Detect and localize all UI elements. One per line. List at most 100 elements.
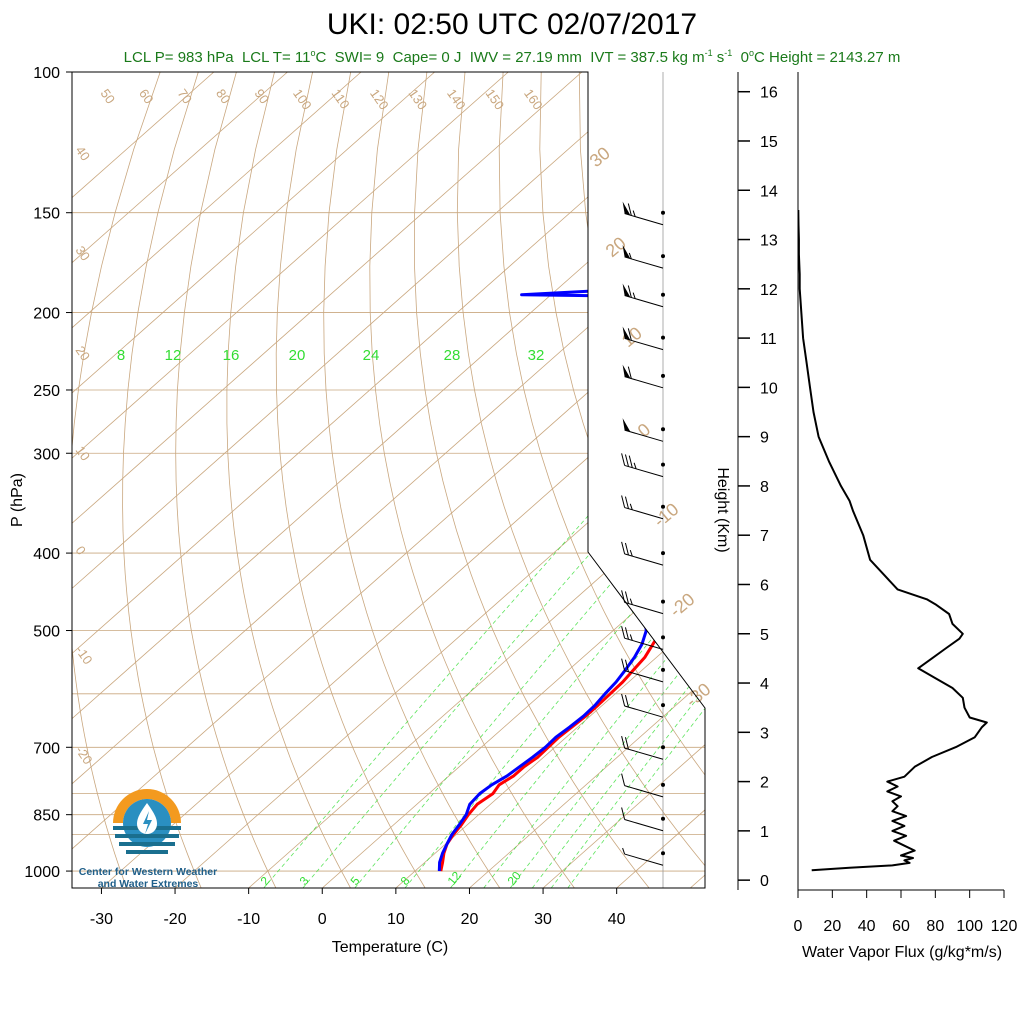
y-tick-label: 150 <box>33 206 60 223</box>
y-tick-label: 700 <box>33 740 60 757</box>
wind-barb-flag <box>624 542 629 556</box>
x-tick-label: -20 <box>163 911 186 928</box>
wind-barb-flag <box>624 496 629 509</box>
height-tick-label: 4 <box>760 676 769 693</box>
mixing-ratio-label: 28 <box>444 347 461 364</box>
wind-barb-flag <box>621 693 626 707</box>
wind-barb-shaft <box>624 553 664 566</box>
x-tick-label: 0 <box>318 911 327 928</box>
wind-barbs <box>621 72 665 888</box>
dry-adiabat-line <box>884 72 1024 888</box>
lcl-pressure: LCL P= 983 hPa <box>123 49 234 66</box>
wind-barb-half-flag <box>632 292 636 299</box>
height-tick-label: 6 <box>760 577 769 594</box>
height-tick-label: 14 <box>760 183 778 200</box>
wind-barb-shaft <box>624 429 664 442</box>
isotherm-line <box>248 72 705 888</box>
dry-adiabat-label: 70 <box>175 86 196 106</box>
dry-adiabat-label: -20 <box>73 743 96 767</box>
mixing-ratio-label: 24 <box>363 347 380 364</box>
mixing-ratio-label: 3 <box>297 874 312 888</box>
isotherm-line <box>72 72 656 888</box>
isotherm-line <box>174 72 705 888</box>
ivt-value: IVT = 387.5 kg m-1 s-1 <box>590 48 733 66</box>
isotherm-line <box>690 72 705 888</box>
dry-adiabat-line <box>414 72 650 888</box>
dry-adiabat-line <box>323 72 501 888</box>
dry-adiabat-label: 140 <box>444 86 469 112</box>
barb-station-dot <box>661 551 665 556</box>
wind-barb-half-flag <box>633 462 637 469</box>
chart-subtitle: LCL P= 983 hPa LCL T= 11oC SWI= 9 Cape= … <box>0 48 1024 66</box>
dry-adiabat-label: 160 <box>521 86 546 112</box>
logo-water-band-3 <box>119 842 175 846</box>
dry-adiabat-line <box>72 72 161 888</box>
wind-barb-flag <box>621 773 626 786</box>
wind-barb-half-flag <box>628 252 632 260</box>
dry-adiabat-line <box>498 72 705 888</box>
wind-barb-flag <box>621 541 626 555</box>
mixing-ratio-line <box>509 360 705 888</box>
y-axis-label: P (hPa) <box>9 473 26 527</box>
isotherm-line <box>616 72 705 888</box>
height-tick-label: 0 <box>760 873 769 890</box>
barb-station-dot <box>661 335 665 340</box>
height-tick-label: 11 <box>760 331 777 348</box>
wind-barb-pennant <box>622 364 631 379</box>
isotherm-line <box>542 72 705 888</box>
x-axis-label: Temperature (C) <box>332 939 448 956</box>
flux-x-tick-label: 40 <box>858 918 876 935</box>
iwv-value: IWV = 27.19 mm <box>469 49 582 66</box>
mixing-ratio-label: 8 <box>117 347 125 364</box>
x-tick-label: 40 <box>608 911 626 928</box>
wind-barb-shaft <box>624 601 664 615</box>
mixing-ratio-label: 16 <box>223 347 240 364</box>
wind-barb-pennant <box>622 244 631 259</box>
x-tick-label: 20 <box>461 911 479 928</box>
wind-barb-flag <box>624 659 629 672</box>
dry-adiabat-line <box>456 72 705 888</box>
wind-barb-flag <box>627 285 632 298</box>
dry-adiabat-line <box>693 72 705 888</box>
height-axis-label: Height (Km) <box>714 467 731 552</box>
mixing-ratio-label: 20 <box>289 347 306 364</box>
logo-caption: Center for Western Weather and Water Extr… <box>68 866 228 890</box>
barb-station-dot <box>661 504 665 509</box>
dry-adiabat-line <box>226 72 351 888</box>
dry-adiabat-line <box>175 72 277 888</box>
dry-adiabat-label: 150 <box>483 86 508 112</box>
moist-adiabat-label: -20 <box>666 589 699 621</box>
barb-station-dot <box>661 635 665 640</box>
wind-barb-flag <box>621 495 626 508</box>
dry-adiabat-label: 120 <box>367 86 392 112</box>
y-tick-label: 1000 <box>24 864 60 881</box>
height-tick-label: 12 <box>760 282 778 299</box>
flux-x-tick-label: 20 <box>823 918 841 935</box>
isotherm-line <box>321 72 705 888</box>
y-tick-label: 850 <box>33 808 60 825</box>
barb-station-dot <box>661 254 665 259</box>
mixing-ratio-label: 12 <box>165 347 182 364</box>
mixing-ratio-line <box>567 360 705 888</box>
wind-barb-flag <box>621 453 626 466</box>
barb-station-dot <box>661 210 665 215</box>
moist-adiabat-label: 10 <box>618 323 646 351</box>
mixing-ratio-label: 2 <box>258 874 273 888</box>
barb-station-dot <box>661 599 665 604</box>
swi-value: SWI= 9 <box>334 49 385 66</box>
wind-barb-shaft <box>624 747 664 760</box>
barb-station-dot <box>661 427 665 432</box>
wind-barb-shaft <box>624 670 664 683</box>
dry-adiabat-line <box>770 72 1024 888</box>
wind-barb-flag <box>627 328 632 341</box>
wind-barb-flag <box>624 454 629 467</box>
height-tick-label: 13 <box>760 233 778 250</box>
dry-adiabat-label: 80 <box>213 86 234 106</box>
logo-sun-ring <box>113 789 181 823</box>
height-tick-label: 9 <box>760 430 769 447</box>
wind-barb-flag <box>627 366 632 379</box>
wind-barb-shaft <box>624 819 664 832</box>
